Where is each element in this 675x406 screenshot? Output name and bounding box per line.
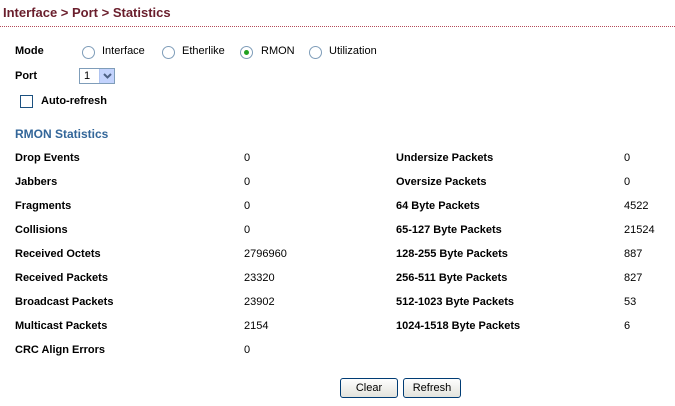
stat-label-multicast-packets: Multicast Packets	[15, 320, 108, 332]
port-select[interactable]: 1	[79, 68, 115, 84]
stat-label-collisions: Collisions	[15, 224, 68, 236]
stat-value-512-1023-byte-packets: 53	[624, 296, 637, 308]
stat-label-broadcast-packets: Broadcast Packets	[15, 296, 114, 308]
radio-rmon[interactable]	[240, 46, 253, 59]
stat-label-128-255-byte-packets: 128-255 Byte Packets	[396, 248, 508, 260]
radio-etherlike-label: Etherlike	[182, 45, 225, 57]
stat-value-broadcast-packets: 23902	[244, 296, 275, 308]
stat-label-drop-events: Drop Events	[15, 152, 80, 164]
radio-interface[interactable]	[82, 46, 95, 59]
stat-value-received-octets: 2796960	[244, 248, 287, 260]
auto-refresh-checkbox[interactable]	[20, 95, 33, 108]
stat-value-jabbers: 0	[244, 176, 251, 188]
stat-value-65-127-byte-packets: 21524	[624, 224, 655, 236]
stat-label-oversize-packets: Oversize Packets	[396, 176, 487, 188]
radio-utilization-label: Utilization	[329, 45, 377, 57]
stat-value-crc-align-errors: 0	[244, 344, 251, 356]
radio-rmon-label: RMON	[261, 45, 295, 57]
stat-value-oversize-packets: 0	[624, 176, 631, 188]
radio-etherlike[interactable]	[162, 46, 175, 59]
stat-value-undersize-packets: 0	[624, 152, 631, 164]
mode-label: Mode	[15, 45, 44, 57]
stat-label-64-byte-packets: 64 Byte Packets	[396, 200, 480, 212]
page-title: Interface > Port > Statistics	[3, 5, 171, 20]
stat-value-1024-1518-byte-packets: 6	[624, 320, 631, 332]
title-divider	[0, 26, 675, 27]
stat-label-512-1023-byte-packets: 512-1023 Byte Packets	[396, 296, 515, 308]
stat-label-undersize-packets: Undersize Packets	[396, 152, 494, 164]
stat-label-65-127-byte-packets: 65-127 Byte Packets	[396, 224, 502, 236]
stat-value-multicast-packets: 2154	[244, 320, 269, 332]
radio-interface-label: Interface	[102, 45, 145, 57]
stat-value-fragments: 0	[244, 200, 251, 212]
port-select-value: 1	[84, 70, 91, 82]
stat-value-collisions: 0	[244, 224, 251, 236]
section-title: RMON Statistics	[15, 127, 109, 141]
stat-value-256-511-byte-packets: 827	[624, 272, 643, 284]
port-label: Port	[15, 70, 37, 82]
stat-value-drop-events: 0	[244, 152, 251, 164]
stat-label-received-packets: Received Packets	[15, 272, 108, 284]
stat-value-received-packets: 23320	[244, 272, 275, 284]
title-bar: Interface > Port > Statistics	[0, 0, 675, 27]
stat-label-jabbers: Jabbers	[15, 176, 58, 188]
chevron-down-icon[interactable]	[99, 69, 114, 83]
stat-label-256-511-byte-packets: 256-511 Byte Packets	[396, 272, 508, 284]
stat-label-1024-1518-byte-packets: 1024-1518 Byte Packets	[396, 320, 521, 332]
auto-refresh-label: Auto-refresh	[41, 95, 108, 107]
refresh-button[interactable]: Refresh	[403, 378, 461, 398]
radio-utilization[interactable]	[309, 46, 322, 59]
stat-value-128-255-byte-packets: 887	[624, 248, 643, 260]
stat-label-fragments: Fragments	[15, 200, 72, 212]
stat-label-crc-align-errors: CRC Align Errors	[15, 344, 106, 356]
stat-label-received-octets: Received Octets	[15, 248, 101, 260]
clear-button[interactable]: Clear	[340, 378, 398, 398]
stat-value-64-byte-packets: 4522	[624, 200, 649, 212]
